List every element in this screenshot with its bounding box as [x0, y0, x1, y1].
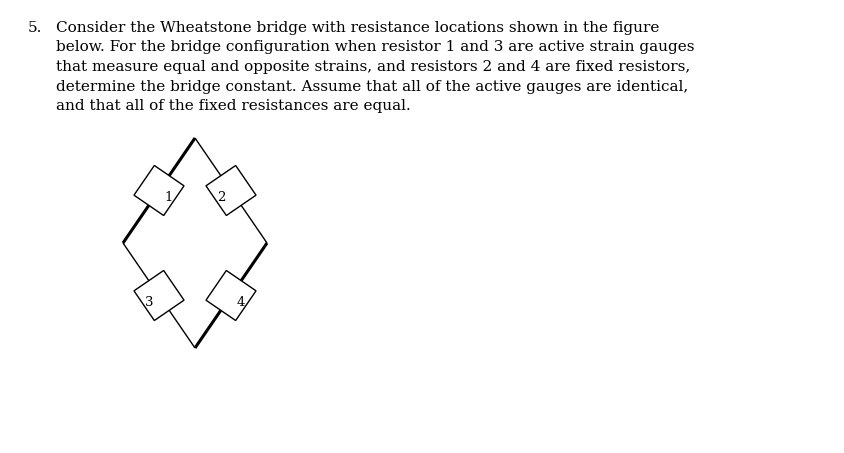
Text: 4: 4 — [236, 296, 245, 309]
Polygon shape — [134, 165, 184, 216]
Text: Consider the Wheatstone bridge with resistance locations shown in the figure: Consider the Wheatstone bridge with resi… — [56, 21, 659, 35]
Text: 3: 3 — [145, 296, 154, 309]
Text: below. For the bridge configuration when resistor 1 and 3 are active strain gaug: below. For the bridge configuration when… — [56, 40, 695, 54]
Text: 5.: 5. — [28, 21, 42, 35]
Polygon shape — [134, 270, 184, 321]
Polygon shape — [206, 165, 256, 216]
Text: that measure equal and opposite strains, and resistors 2 and 4 are fixed resisto: that measure equal and opposite strains,… — [56, 60, 690, 74]
Text: determine the bridge constant. Assume that all of the active gauges are identica: determine the bridge constant. Assume th… — [56, 79, 688, 93]
Polygon shape — [206, 270, 256, 321]
Text: and that all of the fixed resistances are equal.: and that all of the fixed resistances ar… — [56, 99, 411, 113]
Text: 1: 1 — [165, 191, 173, 204]
Text: 2: 2 — [217, 191, 225, 204]
